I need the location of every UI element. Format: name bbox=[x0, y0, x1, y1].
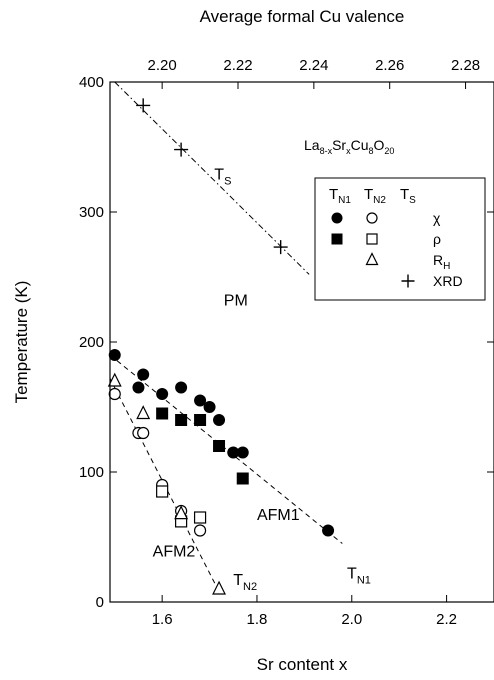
filled-square-point bbox=[213, 440, 226, 452]
x-axis-label: Sr content x bbox=[257, 655, 348, 674]
open-circle-point bbox=[108, 387, 121, 401]
y-axis-label: Temperature (K) bbox=[12, 281, 31, 404]
x-tick-label: 2.0 bbox=[341, 611, 362, 628]
plus-point bbox=[273, 240, 288, 255]
filled-circle-point bbox=[331, 212, 343, 224]
open-triangle-point bbox=[212, 580, 227, 595]
x-tick-label: 1.6 bbox=[152, 611, 173, 628]
plus-point bbox=[136, 98, 151, 113]
filled-circle-point bbox=[236, 446, 249, 459]
open-triangle-point bbox=[174, 505, 189, 520]
filled-circle-point bbox=[194, 394, 207, 407]
top-tick-label: 2.24 bbox=[299, 57, 328, 74]
x-tick-label: 2.2 bbox=[436, 611, 457, 628]
open-square-point bbox=[366, 233, 378, 245]
filled-circle-point bbox=[322, 524, 335, 537]
top-axis-label: Average formal Cu valence bbox=[200, 7, 405, 26]
annotation-label: PM bbox=[224, 293, 248, 310]
annotation-label: AFM1 bbox=[257, 507, 300, 524]
top-tick-label: 2.26 bbox=[375, 57, 404, 74]
phase-boundary-lines bbox=[109, 81, 343, 592]
top-tick-label: 2.22 bbox=[223, 57, 252, 74]
filled-circle-point bbox=[156, 388, 169, 400]
filled-circle-point bbox=[132, 381, 145, 394]
legend-header: TS bbox=[400, 186, 416, 206]
top-tick-label: 2.20 bbox=[148, 57, 177, 74]
region-annotations: TS PM AFM1 AFM2 TN2 TN1 bbox=[153, 167, 371, 594]
annotation-label: TN2 bbox=[233, 572, 257, 593]
open-circle-point bbox=[137, 426, 150, 440]
filled-square-point bbox=[156, 407, 169, 420]
legend-entry-label: XRD bbox=[433, 273, 463, 289]
legend-header: TN1 bbox=[329, 186, 351, 206]
annotation-label: AFM2 bbox=[153, 544, 196, 561]
legend-box bbox=[314, 177, 486, 301]
y-tick-label: 200 bbox=[79, 334, 104, 351]
open-triangle-point bbox=[365, 252, 379, 266]
open-square-point bbox=[156, 485, 169, 498]
legend-entry-label: RH bbox=[433, 252, 450, 272]
annotation-label: TN1 bbox=[347, 566, 371, 587]
filled-circle-point bbox=[137, 368, 150, 381]
plus-point bbox=[174, 142, 189, 157]
filled-circle-point bbox=[108, 349, 121, 361]
open-circle-point bbox=[366, 212, 378, 224]
top-tick-label: 2.28 bbox=[451, 57, 480, 74]
data-points bbox=[107, 98, 335, 595]
plot-frame bbox=[109, 81, 494, 603]
y-tick-label: 100 bbox=[79, 464, 104, 481]
y-tick-label: 300 bbox=[79, 204, 104, 221]
compound-formula: La8-xSrxCu8O20 bbox=[304, 137, 394, 156]
open-triangle-point bbox=[136, 405, 151, 420]
filled-square-point bbox=[236, 472, 249, 485]
open-circle-point bbox=[193, 524, 207, 537]
filled-circle-point bbox=[227, 446, 240, 459]
open-square-point bbox=[193, 511, 207, 524]
filled-circle-point bbox=[175, 381, 188, 394]
filled-square-point bbox=[175, 414, 188, 426]
legend-entry-label: ρ bbox=[433, 231, 441, 247]
filled-circle-point bbox=[213, 414, 226, 426]
line-t-s bbox=[114, 81, 310, 275]
plus-point bbox=[401, 274, 415, 288]
filled-square-point bbox=[331, 233, 343, 245]
line-t-n1 bbox=[109, 354, 343, 544]
x-tick-label: 1.8 bbox=[247, 611, 268, 628]
y-tick-label: 400 bbox=[79, 74, 104, 91]
open-triangle-point bbox=[107, 372, 122, 387]
y-tick-label: 0 bbox=[96, 594, 104, 611]
filled-circle-point bbox=[203, 401, 216, 413]
filled-square-point bbox=[194, 414, 207, 426]
legend-entry-label: χ bbox=[433, 210, 441, 226]
legend-header: TN2 bbox=[364, 186, 386, 206]
annotation-label: TS bbox=[214, 167, 231, 188]
